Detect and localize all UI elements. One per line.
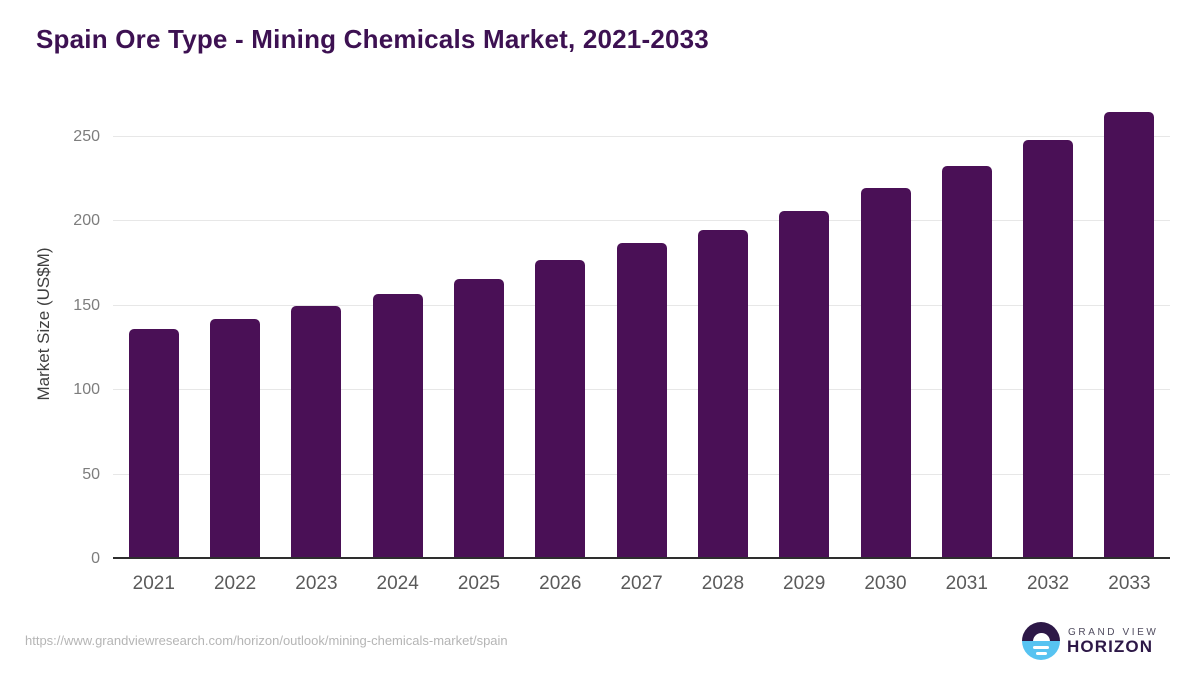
x-tick-label-2023: 2023 — [295, 573, 338, 594]
gridline-200 — [113, 220, 1170, 222]
y-tick-label-200: 200 — [73, 212, 100, 230]
y-tick-label-0: 0 — [91, 550, 100, 567]
bar-2033[interactable] — [1104, 111, 1155, 559]
logo-sea-half — [1022, 641, 1060, 660]
y-tick-label-50: 50 — [82, 465, 100, 483]
x-tick-label-2024: 2024 — [376, 573, 419, 594]
y-tick-label-250: 250 — [73, 128, 100, 145]
source-url: https://www.grandviewresearch.com/horizo… — [25, 633, 508, 648]
bar-2023[interactable] — [291, 305, 342, 559]
bar-2027[interactable] — [616, 243, 667, 559]
bar-2021[interactable] — [128, 329, 179, 559]
brand-name-bottom: HORIZON — [1067, 637, 1154, 656]
bar-2028[interactable] — [697, 229, 748, 559]
brand-name-top: GRAND VIEW — [1068, 627, 1159, 638]
x-tick-label-2027: 2027 — [620, 573, 663, 594]
x-tick-label-2033: 2033 — [1108, 573, 1151, 594]
bar-2025[interactable] — [454, 278, 504, 559]
logo-sky-half — [1022, 622, 1060, 641]
bar-2032[interactable] — [1023, 140, 1074, 559]
bar-2031[interactable] — [941, 165, 992, 559]
x-tick-label-2030: 2030 — [864, 573, 907, 594]
logo-reflection-line — [1033, 646, 1049, 649]
bar-2026[interactable] — [535, 260, 586, 559]
x-tick-label-2025: 2025 — [457, 573, 501, 594]
bar-2022[interactable] — [210, 319, 261, 559]
x-tick-label-2031: 2031 — [945, 573, 988, 594]
logo-reflection-line — [1035, 652, 1047, 655]
bar-2029[interactable] — [779, 211, 830, 559]
y-tick-label-100: 100 — [73, 381, 100, 399]
x-tick-label-2028: 2028 — [701, 573, 745, 594]
bar-2030[interactable] — [860, 187, 911, 559]
bar-2024[interactable] — [372, 293, 423, 559]
x-tick-label-2026: 2026 — [539, 573, 582, 594]
x-tick-label-2032: 2032 — [1026, 573, 1070, 594]
x-tick-label-2029: 2029 — [783, 573, 826, 594]
logo-sun-shape — [1032, 633, 1050, 641]
horizon-logo-icon — [1022, 622, 1060, 660]
y-tick-label-150: 150 — [73, 296, 100, 314]
gridline-250 — [113, 136, 1170, 137]
plot-area: 0 50 100 150 200 250 2021 2022 2023 2024 2025 2026 2… — [73, 89, 1170, 594]
x-tick-label-2021: 2021 — [132, 573, 175, 594]
x-axis-line — [113, 557, 1170, 559]
brand-logo[interactable]: GRAND VIEW HORIZON — [1022, 621, 1162, 663]
x-tick-label-2022: 2022 — [213, 573, 257, 594]
chart-title: Spain Ore Type - Mining Chemicals Market… — [36, 24, 709, 54]
